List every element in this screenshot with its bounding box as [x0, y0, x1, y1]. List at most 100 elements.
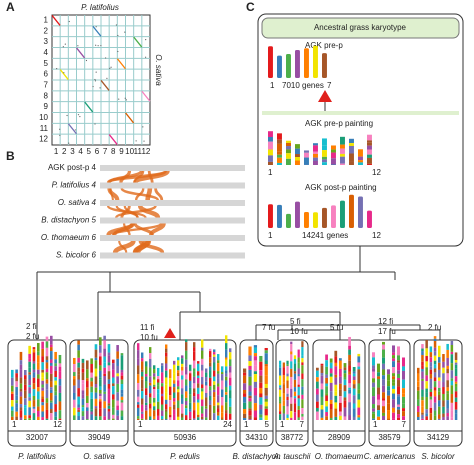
chromosome: [45, 398, 49, 403]
synteny-link: [106, 204, 147, 219]
chromosome: [120, 369, 124, 373]
chromosome: [357, 383, 361, 390]
chromosome: [325, 366, 328, 375]
chromosome: [141, 376, 144, 380]
dot: [145, 38, 147, 41]
chromosome: [320, 389, 324, 397]
synteny-segment: [76, 47, 86, 59]
chromosome: [286, 142, 291, 147]
dot: [100, 44, 102, 47]
chromosome: [77, 357, 80, 363]
chromosome: [316, 377, 319, 382]
chromosome: [185, 408, 188, 416]
chromosome: [165, 348, 168, 353]
chromosome: [454, 413, 458, 420]
chromosome: [45, 347, 49, 357]
label: 1: [138, 420, 143, 429]
chromosome: [221, 374, 224, 381]
chromosome: [429, 396, 433, 400]
chromosome: [438, 391, 441, 395]
chromosome: [340, 148, 345, 154]
chromosome: [153, 379, 156, 385]
chromosome: [153, 410, 156, 417]
chromosome: [450, 380, 454, 386]
chromosome: [103, 408, 106, 417]
chromosome: [279, 360, 282, 365]
chromosome: [382, 379, 385, 386]
chromosome: [279, 379, 282, 386]
chromosome: [387, 380, 390, 387]
chromosome: [286, 153, 291, 159]
chromosome: [28, 361, 31, 368]
chromosome: [264, 389, 268, 396]
chromosome: [397, 394, 400, 397]
chromosome: [45, 402, 49, 410]
chromosome: [433, 402, 437, 411]
chromosome: [165, 352, 168, 357]
chromosome: [352, 403, 356, 409]
chromosome: [116, 383, 119, 393]
chromosome: [73, 379, 76, 386]
chromosome: [286, 140, 291, 143]
chromosome: [169, 395, 172, 401]
chromosome: [334, 391, 338, 396]
chromosome: [279, 364, 282, 368]
chromosome: [19, 383, 23, 389]
gene-count: 50936: [174, 433, 197, 442]
chromosome: [141, 369, 144, 372]
chromosome: [81, 398, 85, 406]
chromosome: [177, 380, 180, 387]
synteny-link: [109, 188, 114, 201]
chromosome: [58, 401, 62, 411]
chromosome: [377, 405, 380, 411]
chromosome: [153, 376, 156, 380]
chromosome: [268, 131, 273, 138]
chromosome: [19, 364, 23, 370]
chromosome: [334, 395, 338, 400]
chromosome: [450, 410, 454, 418]
chromosome: [438, 369, 441, 378]
chromosome: [264, 350, 268, 354]
chromosome: [15, 387, 18, 396]
label: 1: [270, 81, 275, 90]
chromosome: [297, 406, 300, 410]
chromosome: [201, 399, 204, 407]
chromosome: [367, 145, 372, 150]
chromosome: [438, 400, 441, 407]
chromosome: [372, 371, 375, 379]
panel-label: C: [246, 0, 255, 14]
chromosome: [372, 408, 375, 412]
chromosome: [352, 384, 356, 389]
chromosome: [433, 360, 437, 365]
chromosome: [320, 375, 324, 384]
chromosome: [352, 408, 356, 417]
chromosome: [24, 398, 27, 406]
chromosome: [286, 393, 289, 397]
chromosome: [402, 370, 405, 380]
chromosome: [58, 385, 62, 393]
chromosome: [277, 162, 282, 165]
chromosome: [301, 355, 304, 359]
chromosome: [343, 370, 347, 374]
chromosome: [205, 417, 208, 420]
chromosome: [286, 158, 291, 165]
label: 5: [265, 420, 270, 429]
chromosome: [149, 353, 152, 359]
chromosome: [229, 352, 232, 360]
chromosome: [189, 387, 192, 395]
chromosome: [169, 400, 172, 407]
chromosome: [221, 412, 224, 418]
chromosome: [339, 358, 342, 361]
chromosome: [120, 402, 124, 411]
chromosome: [293, 398, 297, 404]
chromosome: [99, 389, 102, 394]
chromosome: [402, 403, 405, 409]
chromosome: [213, 370, 216, 377]
chromosome: [454, 409, 458, 414]
label: 7: [300, 420, 305, 429]
chromosome: [107, 379, 111, 384]
chromosome: [41, 362, 44, 370]
chromosome: [173, 373, 176, 381]
chromosome: [320, 405, 324, 410]
synteny-link: [112, 240, 136, 254]
